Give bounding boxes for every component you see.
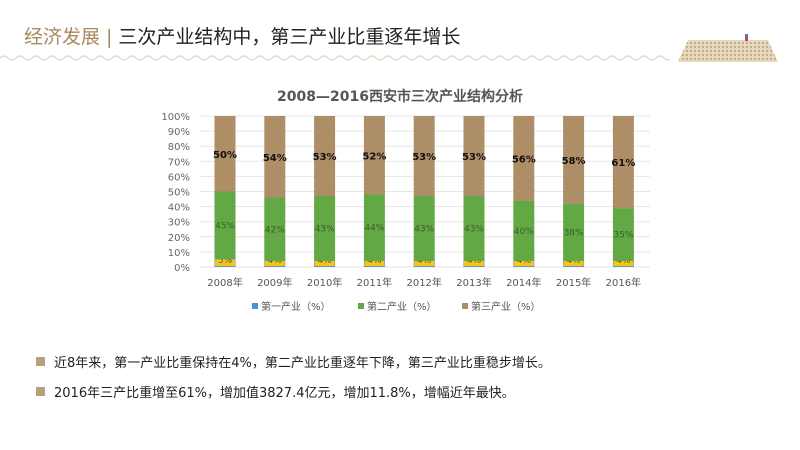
y-tick-label: 20% xyxy=(168,233,190,244)
x-tick-label: 2013年 xyxy=(456,276,491,289)
x-tick-label: 2012年 xyxy=(406,276,441,289)
bullet-square-icon xyxy=(36,357,45,366)
bar-segment xyxy=(363,116,385,195)
bullet-square-icon xyxy=(36,387,45,396)
data-label: 53% xyxy=(313,152,337,163)
data-label: 45% xyxy=(215,221,235,231)
x-tick-label: 2011年 xyxy=(357,276,392,289)
slide-header: 经济发展 | 三次产业结构中，第三产业比重逐年增长 xyxy=(24,22,460,49)
data-label: 61% xyxy=(611,158,635,169)
x-tick-label: 2008年 xyxy=(207,276,242,289)
data-label: 40% xyxy=(514,227,534,237)
data-label: 42% xyxy=(265,225,285,235)
bar-segment xyxy=(264,197,286,261)
y-tick-label: 60% xyxy=(168,172,190,183)
y-tick-label: 40% xyxy=(168,203,190,214)
wave-divider xyxy=(0,55,670,61)
separator: | xyxy=(106,26,113,48)
bar-segment xyxy=(463,116,485,197)
y-tick-label: 90% xyxy=(168,127,190,138)
data-label: 44% xyxy=(364,224,384,234)
x-tick-label: 2015年 xyxy=(556,276,591,289)
bar-segment xyxy=(513,116,535,201)
x-tick-label: 2016年 xyxy=(606,276,641,289)
bar-segment xyxy=(563,116,585,204)
bar-segment xyxy=(413,116,435,197)
data-label: 5% xyxy=(218,256,233,266)
note-item: 2016年三产比重增至61%，增加值3827.4亿元，增加11.8%，增幅近年最… xyxy=(36,382,551,401)
data-label: 43% xyxy=(464,224,484,234)
notes-list: 近8年来，第一产业比重保持在4%，第二产业比重逐年下降，第三产业比重稳步增长。 … xyxy=(36,352,551,412)
legend-label: 第二产业（%） xyxy=(367,300,437,313)
data-label: 38% xyxy=(564,228,584,238)
bar-segment xyxy=(612,208,634,261)
data-label: 54% xyxy=(263,153,287,164)
bar-segment xyxy=(214,116,236,192)
chart-title: 2008—2016西安市三次产业结构分析 xyxy=(277,88,523,105)
bar-segment xyxy=(612,116,634,209)
note-text: 2016年三产比重增至61%，增加值3827.4亿元，增加11.8%，增幅近年最… xyxy=(54,386,515,401)
section-label: 经济发展 xyxy=(24,26,101,48)
bar-segment xyxy=(513,200,535,261)
y-tick-label: 10% xyxy=(168,248,190,259)
y-tick-label: 50% xyxy=(168,188,190,199)
bar-segment xyxy=(314,116,336,197)
data-label: 43% xyxy=(414,224,434,234)
data-label: 53% xyxy=(462,152,486,163)
slide-title: 三次产业结构中，第三产业比重逐年增长 xyxy=(118,26,461,48)
y-tick-label: 0% xyxy=(174,263,190,274)
y-tick-label: 70% xyxy=(168,157,190,168)
data-label: 56% xyxy=(512,154,536,165)
bar-segment xyxy=(463,196,485,261)
legend-label: 第三产业（%） xyxy=(471,300,541,313)
note-item: 近8年来，第一产业比重保持在4%，第二产业比重逐年下降，第三产业比重稳步增长。 xyxy=(36,352,551,371)
y-tick-label: 100% xyxy=(161,112,190,123)
bar-segment xyxy=(264,116,286,198)
data-label: 50% xyxy=(213,150,237,161)
data-label: 58% xyxy=(562,156,586,167)
bar-segment xyxy=(314,196,336,261)
legend-swatch xyxy=(252,303,258,309)
stacked-bar-chart: 2008—2016西安市三次产业结构分析 0% 10% 20% 30% 40% 50% 60… xyxy=(161,88,650,313)
x-tick-label: 2014年 xyxy=(506,276,541,289)
bar-segment xyxy=(214,191,236,260)
woven-mat-illustration xyxy=(678,34,778,62)
note-text: 近8年来，第一产业比重保持在4%，第二产业比重逐年下降，第三产业比重稳步增长。 xyxy=(54,356,551,371)
data-label: 35% xyxy=(613,231,633,241)
y-tick-label: 80% xyxy=(168,142,190,153)
legend-swatch xyxy=(358,303,364,309)
data-label-box xyxy=(215,254,235,267)
bar-segment xyxy=(363,194,385,261)
y-tick-label: 30% xyxy=(168,218,190,229)
data-label: 52% xyxy=(362,151,386,162)
data-label: 53% xyxy=(412,152,436,163)
x-tick-label: 2009年 xyxy=(257,276,292,289)
x-tick-label: 2010年 xyxy=(307,276,342,289)
legend-swatch xyxy=(462,303,468,309)
bar-segment xyxy=(413,196,435,261)
bar-segment xyxy=(563,203,585,261)
legend-label: 第一产业（%） xyxy=(261,300,331,313)
data-label: 43% xyxy=(315,224,335,234)
